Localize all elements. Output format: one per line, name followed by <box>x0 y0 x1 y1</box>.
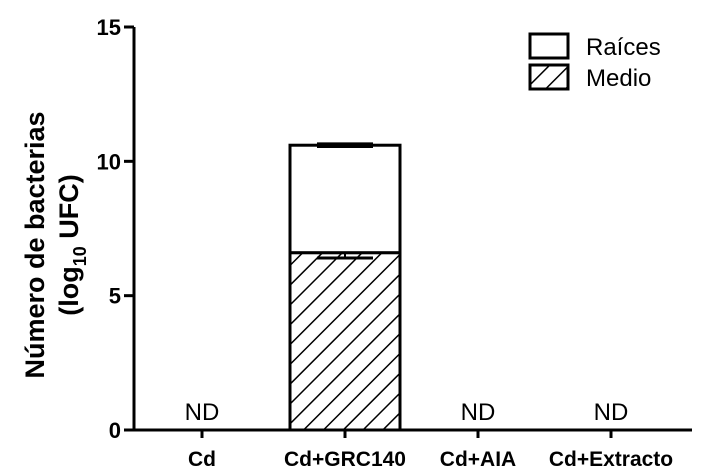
bar-medio <box>288 251 402 432</box>
legend-swatch <box>528 63 570 91</box>
nd-annotation: ND <box>185 399 220 426</box>
y-axis-label-line1: Número de bacterias <box>20 111 50 378</box>
y-axis-label-suffix: UFC) <box>54 174 84 246</box>
y-tick-label: 10 <box>97 149 121 174</box>
legend-label: Raíces <box>586 34 661 61</box>
bar-ra-ces <box>288 143 402 255</box>
legend-label: Medio <box>586 65 651 92</box>
y-tick-label: 5 <box>109 284 121 309</box>
y-axis-label-subscript: 10 <box>70 246 90 266</box>
y-tick-label: 0 <box>109 418 121 443</box>
x-tick-label: Cd+AIA <box>440 448 516 471</box>
legend-swatch <box>528 32 570 60</box>
x-tick-label: Cd+GRC140 <box>284 448 406 471</box>
x-tick-label: Cd <box>188 448 216 471</box>
nd-annotation: ND <box>594 399 629 426</box>
x-tick-label: Cd+Extracto <box>549 448 673 471</box>
svg-text:(log10 UFC): (log10 UFC) <box>54 174 90 316</box>
plot-area: 0 5 10 15 Cd Cd+GRC140 Cd+AIA Cd+Extracto ND ND ND… <box>97 15 692 471</box>
y-axis-label: Número de bacterias (log10 UFC) <box>20 111 90 378</box>
svg-text:Número de bacterias: Número de bacterias <box>20 111 50 378</box>
y-axis-label-prefix: (log <box>54 266 84 315</box>
nd-annotation: ND <box>461 399 496 426</box>
y-tick-label: 15 <box>97 15 121 40</box>
